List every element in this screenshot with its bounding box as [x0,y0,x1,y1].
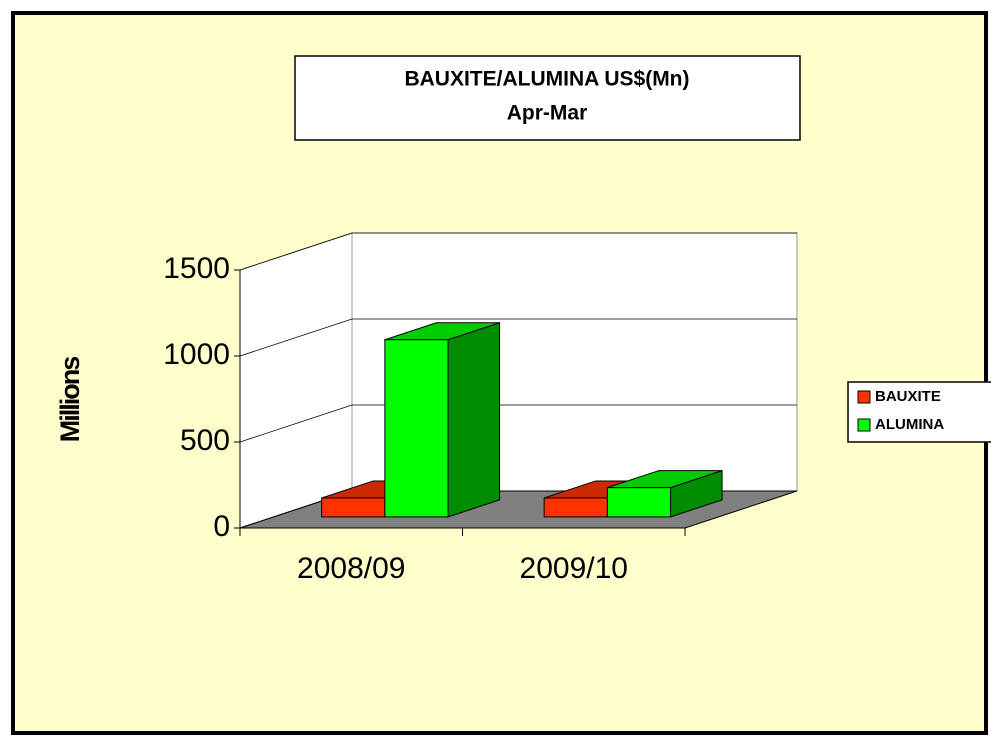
x-tick-label: 2008/09 [297,552,405,585]
y-axis-label: Millions [55,357,85,442]
bar [606,469,723,518]
bar [384,322,501,518]
grid-line [239,318,797,357]
title-box [294,55,801,141]
y-tick-label: 1500 [163,252,230,285]
y-tick-label: 500 [180,424,230,457]
grid-line [239,404,797,443]
chart-subtitle: Apr-Mar [507,102,588,125]
grid-line [239,232,797,271]
bar-front [321,497,386,518]
legend-label: BAUXITE [875,388,941,405]
x-tick-label: 2009/10 [520,552,628,585]
y-tick-label: 0 [213,510,230,543]
legend-swatch [857,418,871,432]
y-tick-label: 1000 [163,338,230,371]
legend-swatch [857,390,871,404]
chart-title: BAUXITE/ALUMINA US$(Mn) [404,68,689,91]
side-wall [239,232,353,529]
bar-front [543,497,608,518]
legend-box [847,381,991,443]
bar-front [384,339,449,518]
legend-label: ALUMINA [875,416,944,433]
bar-front [606,487,672,518]
bar-side [447,322,501,518]
